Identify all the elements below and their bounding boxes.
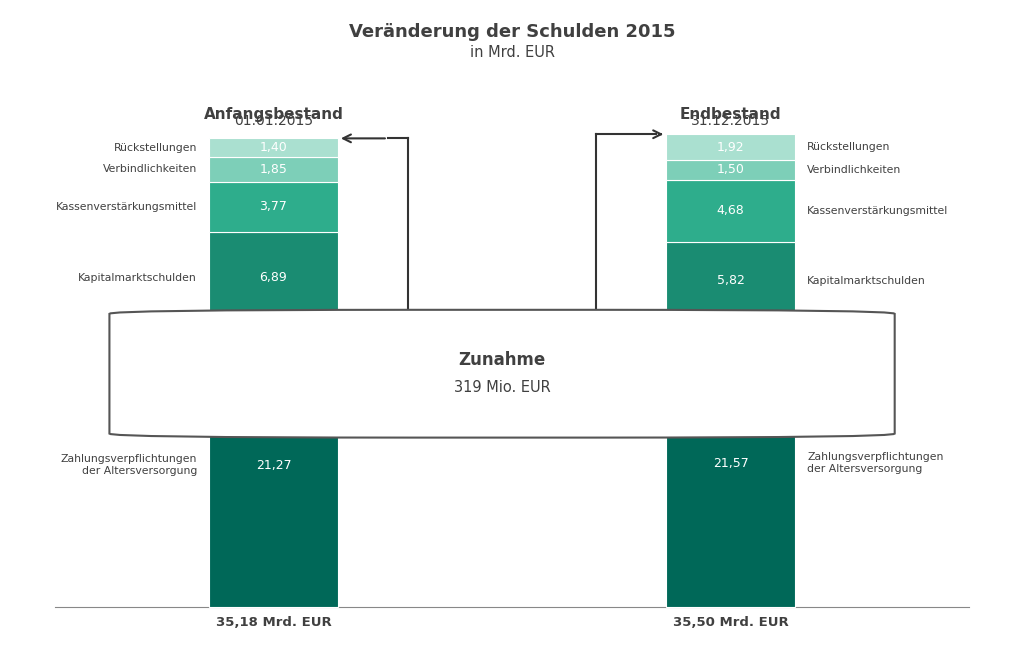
Text: Zunahme: Zunahme: [459, 351, 546, 369]
Text: Kapitalmarktschulden: Kapitalmarktschulden: [807, 276, 926, 286]
Text: 1,92: 1,92: [717, 141, 744, 153]
Text: Rückstellungen: Rückstellungen: [807, 142, 891, 152]
Bar: [209, 157, 338, 182]
Text: 319 Mio. EUR: 319 Mio. EUR: [454, 380, 551, 395]
Text: 31.12.2015: 31.12.2015: [691, 114, 770, 128]
Text: 5,82: 5,82: [717, 274, 744, 288]
Text: 1,50: 1,50: [717, 163, 744, 176]
Bar: [666, 160, 796, 180]
Text: Kassenverstärkungsmittel: Kassenverstärkungsmittel: [55, 202, 197, 212]
Text: Zahlungsverpflichtungen
der Altersversorgung: Zahlungsverpflichtungen der Altersversor…: [60, 454, 197, 476]
Text: Anfangsbestand: Anfangsbestand: [204, 107, 343, 122]
Text: 6,89: 6,89: [259, 271, 288, 284]
Text: 4,68: 4,68: [717, 205, 744, 217]
Bar: [666, 242, 796, 320]
Bar: [666, 180, 796, 242]
Text: Kassenverstärkungsmittel: Kassenverstärkungsmittel: [807, 206, 948, 216]
Text: Zahlungsverpflichtungen
der Altersversorgung: Zahlungsverpflichtungen der Altersversor…: [807, 452, 943, 474]
Text: 35,18 Mrd. EUR: 35,18 Mrd. EUR: [216, 616, 332, 629]
Bar: [209, 138, 338, 157]
Text: Veränderung der Schulden 2015: Veränderung der Schulden 2015: [349, 23, 675, 41]
Bar: [209, 232, 338, 324]
Text: 1,85: 1,85: [259, 163, 288, 176]
Text: Verbindlichkeiten: Verbindlichkeiten: [807, 164, 901, 175]
Text: 21,27: 21,27: [256, 459, 291, 472]
Bar: [209, 182, 338, 232]
FancyBboxPatch shape: [110, 310, 895, 438]
Text: Kapitalmarktschulden: Kapitalmarktschulden: [78, 272, 197, 283]
Text: 01.01.2015: 01.01.2015: [233, 114, 313, 128]
Text: Endbestand: Endbestand: [680, 107, 781, 122]
Bar: [666, 134, 796, 160]
Text: 3,77: 3,77: [259, 200, 288, 213]
Text: 21,57: 21,57: [713, 457, 749, 470]
Bar: [666, 320, 796, 607]
Text: 1,40: 1,40: [259, 141, 288, 154]
Text: Rückstellungen: Rückstellungen: [114, 143, 197, 153]
Bar: [209, 324, 338, 607]
Text: Verbindlichkeiten: Verbindlichkeiten: [102, 164, 197, 174]
Text: 35,50 Mrd. EUR: 35,50 Mrd. EUR: [673, 616, 788, 629]
Text: in Mrd. EUR: in Mrd. EUR: [469, 45, 555, 60]
